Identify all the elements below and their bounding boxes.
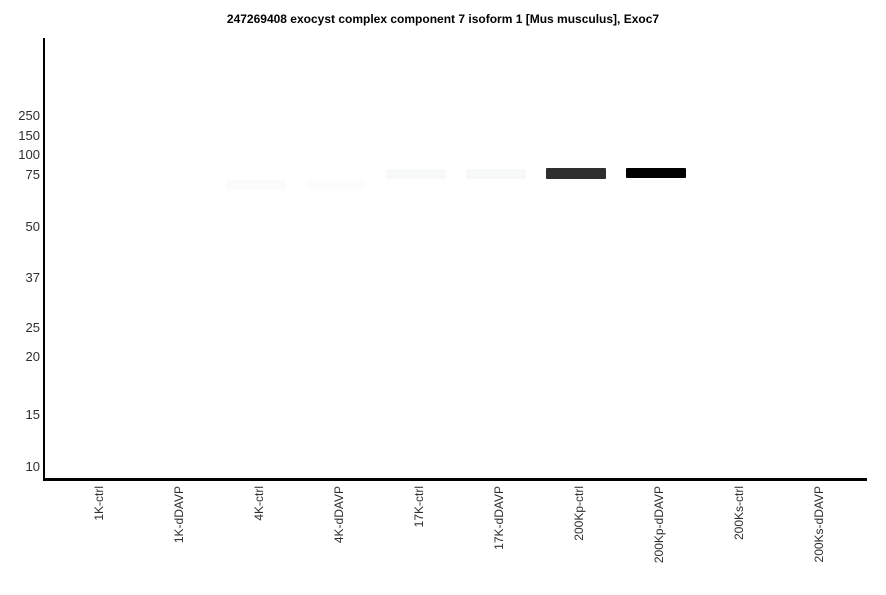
y-axis-tick-label: 50 bbox=[25, 219, 40, 234]
y-axis-tick-label: 20 bbox=[25, 349, 40, 364]
gel-band bbox=[306, 179, 366, 189]
figure-title: 247269408 exocyst complex component 7 is… bbox=[226, 12, 660, 26]
x-axis-line bbox=[43, 478, 867, 481]
y-axis-tick-label: 100 bbox=[18, 147, 40, 162]
y-axis-tick-label: 37 bbox=[25, 270, 40, 285]
gel-band bbox=[466, 169, 526, 179]
y-axis-tick-label: 25 bbox=[25, 320, 40, 335]
gel-band bbox=[226, 179, 286, 189]
gel-band bbox=[626, 168, 686, 178]
y-axis-tick-label: 250 bbox=[18, 108, 40, 123]
y-axis-tick-label: 15 bbox=[25, 407, 40, 422]
gel-band bbox=[546, 167, 606, 179]
y-axis-tick-label: 10 bbox=[25, 459, 40, 474]
y-axis-tick-label: 75 bbox=[25, 167, 40, 182]
y-axis-tick-label: 150 bbox=[18, 128, 40, 143]
y-axis-line bbox=[43, 38, 45, 481]
gel-band bbox=[386, 169, 446, 179]
